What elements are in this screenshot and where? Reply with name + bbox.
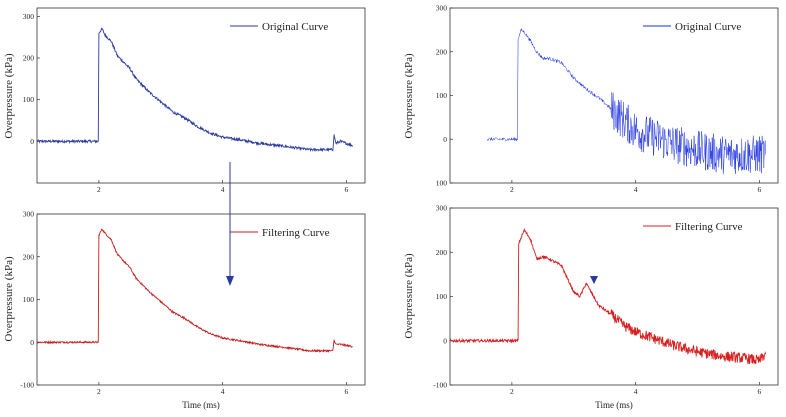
chart-panel-right-top: 2 4 6 100 0 100 200 300 Overpressure (kPa) Origin… [403,4,779,194]
y-axis-label: Overpressure (kPa) [3,53,15,139]
x-tick-label: 6 [758,387,762,396]
legend-label: Filtering Curve [262,227,330,239]
x-tick-label: 2 [97,387,101,396]
x-tick-label: 4 [634,185,638,194]
y-axis-label: Overpressure (kPa) [403,53,415,139]
x-tick-label: 4 [221,185,225,194]
y-tick-label: 200 [23,252,35,261]
y-tick-label: 200 [23,54,35,63]
y-tick-label: 300 [436,204,448,213]
y-tick-label: 0 [443,135,447,144]
plot-frame [36,7,366,184]
legend-label: Filtering Curve [675,221,743,233]
y-tick-label: 0 [30,338,34,347]
y-tick-label: 200 [436,47,448,56]
x-tick-label: 6 [345,387,349,396]
y-tick-label: 100 [436,292,448,301]
plot-frame [36,213,366,386]
chart-panel-left-top: 2 4 6 0 100 200 300 Overpressure (kPa) Original … [3,7,366,194]
annotation-arrow [226,162,234,286]
x-tick-label: 6 [758,185,762,194]
series-line [36,27,353,153]
x-tick-label: 2 [97,185,101,194]
x-tick-label: 2 [510,387,514,396]
y-tick-label: -100 [433,381,447,390]
y-tick-label: 100 [436,91,448,100]
y-tick-label: 100 [436,179,448,188]
legend-label: Original Curve [262,21,328,33]
annotation-arrowhead [590,276,598,284]
y-tick-label: 0 [30,137,34,146]
y-tick-label: 0 [443,336,447,345]
series-line [449,227,767,365]
y-tick-label: 300 [436,4,448,13]
x-tick-label: 2 [510,185,514,194]
x-tick-label: 4 [221,387,225,396]
x-axis-label: Time (ms) [182,400,219,410]
y-tick-label: 100 [23,295,35,304]
x-axis-label: Time (ms) [595,400,632,410]
legend-label: Original Curve [675,21,741,33]
y-tick-label: 100 [23,95,35,104]
y-tick-label: 300 [23,12,35,21]
y-tick-label: -100 [20,381,34,390]
chart-panel-left-bottom: 2 4 6 -100 0 100 200 300 Overpressure (kPa) Time … [3,210,366,410]
arrow-head [226,276,234,286]
y-axis-label: Overpressure (kPa) [403,253,415,339]
y-tick-label: 300 [23,210,35,219]
series-line [36,228,353,353]
series-line [486,28,766,175]
x-tick-label: 6 [345,185,349,194]
chart-panel-right-bottom: 2 4 6 -100 0 100 200 300 Overpressure (kPa) Time … [403,204,779,410]
y-tick-label: 200 [436,248,448,257]
x-tick-label: 4 [634,387,638,396]
y-axis-label: Overpressure (kPa) [3,256,15,342]
